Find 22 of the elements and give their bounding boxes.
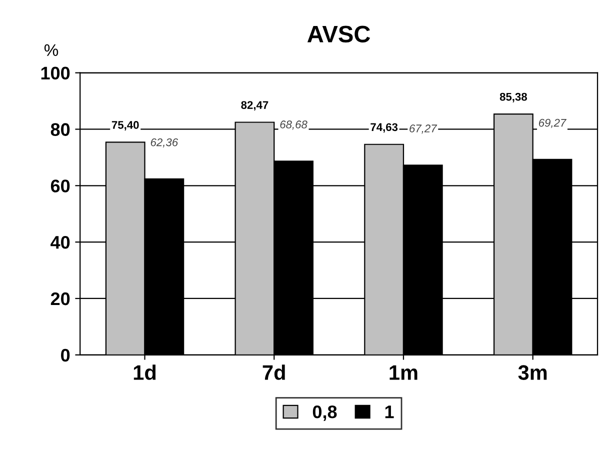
chart-title: AVSC xyxy=(307,26,370,42)
data-label: 62,36 xyxy=(150,138,178,148)
data-label: 67,27 xyxy=(410,124,438,134)
data-label: 85,38 xyxy=(500,92,527,102)
y-tick-label: 60 xyxy=(50,180,70,192)
data-label: 69,27 xyxy=(538,118,566,128)
legend-label: 0,8 xyxy=(312,405,337,421)
y-tick-label: 100 xyxy=(41,66,70,80)
y-tick-label: 0 xyxy=(61,348,70,362)
legend-label: 1 xyxy=(385,406,394,418)
x-tick-label: 3m xyxy=(518,365,547,380)
x-tick-label: 7d xyxy=(262,364,285,380)
y-tick-label: 80 xyxy=(50,123,70,136)
y-tick-label: 40 xyxy=(50,236,70,249)
data-label: 75,40 xyxy=(112,121,139,130)
y-tick-label: 20 xyxy=(50,292,70,306)
data-label: 82,47 xyxy=(241,101,268,111)
data-label: 68,68 xyxy=(280,120,308,130)
data-label: 74,63 xyxy=(370,123,398,133)
x-tick-label: 1d xyxy=(134,364,156,380)
y-axis-title: % xyxy=(44,44,58,56)
x-tick-label: 1m xyxy=(390,365,418,380)
